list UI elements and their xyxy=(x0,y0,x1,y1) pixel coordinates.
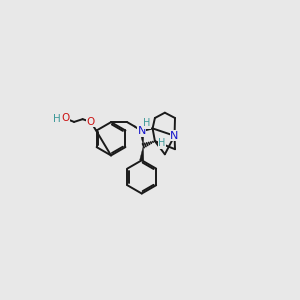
Text: N: N xyxy=(170,131,179,141)
Text: H: H xyxy=(53,114,61,124)
Polygon shape xyxy=(140,131,144,146)
Text: H: H xyxy=(143,118,151,128)
Text: N: N xyxy=(138,126,146,136)
Text: O: O xyxy=(87,117,95,127)
Text: H: H xyxy=(158,138,166,148)
Polygon shape xyxy=(140,146,144,160)
Text: O: O xyxy=(61,113,70,124)
